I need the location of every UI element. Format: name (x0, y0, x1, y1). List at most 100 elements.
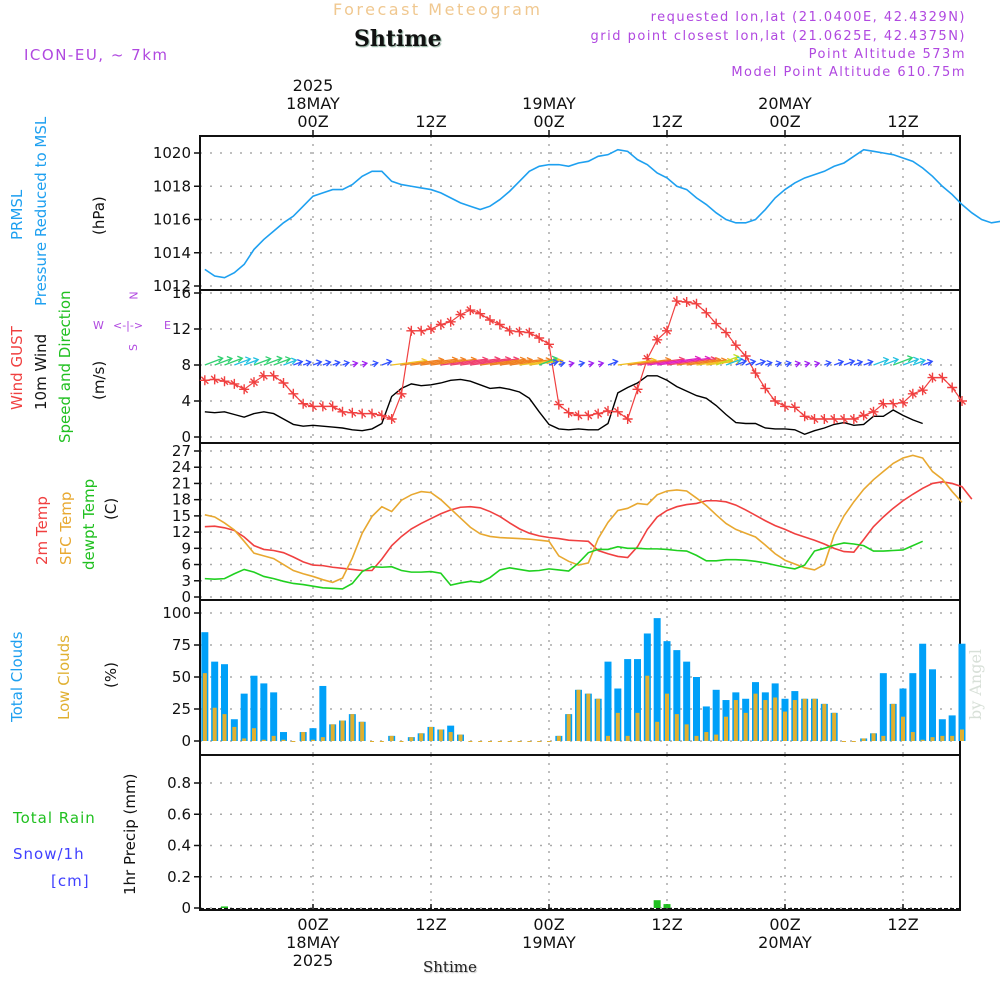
low-cloud-bar (261, 739, 266, 741)
y-tick-label: 27 (172, 442, 191, 460)
low-cloud-bar (930, 737, 935, 741)
low-cloud-bar (301, 732, 306, 741)
y-tick-label: 24 (172, 458, 191, 476)
wind-arrow-head (749, 358, 757, 366)
wind-arrow (627, 358, 671, 366)
low-cloud-bar (360, 721, 365, 741)
wind-arrow-head (814, 360, 821, 368)
low-cloud-bar (576, 689, 581, 741)
wind-arrow (293, 361, 303, 366)
low-cloud-bar (891, 703, 896, 741)
x-tick-label-top: 12Z (651, 112, 682, 131)
gust-marker (868, 406, 879, 417)
gust-marker (229, 378, 240, 389)
wind-arrow (509, 359, 551, 366)
low-cloud-bar (232, 726, 237, 741)
low-cloud-bar (429, 726, 433, 741)
gust-marker (524, 327, 535, 338)
wind-arrow (883, 358, 899, 366)
low-cloud-bar (507, 741, 512, 742)
wind-arrow (489, 359, 532, 366)
low-cloud-bar (655, 721, 660, 741)
low-cloud-bar (488, 741, 492, 742)
low-cloud-bar (389, 735, 394, 741)
low-cloud-bar (606, 735, 610, 741)
gust-marker (691, 298, 702, 309)
total-cloud-bar (319, 685, 327, 741)
x-tick-label-bottom: 20MAY (758, 933, 812, 952)
x-tick-label-bottom: 00Z (297, 915, 328, 934)
low-cloud-bar (940, 735, 945, 741)
wind-arrow-head (568, 360, 575, 368)
low-cloud-bar (950, 735, 955, 741)
gust-marker (544, 339, 554, 350)
gust-marker (888, 398, 899, 409)
gust-marker (809, 414, 820, 424)
wind-arrow-head (361, 360, 369, 368)
wind-arrow (243, 359, 259, 366)
gust-marker (347, 407, 358, 418)
wind-arrow (922, 360, 933, 366)
low-cloud-bar (743, 712, 748, 741)
gust-marker (878, 398, 889, 409)
low-cloud-bar (399, 741, 404, 742)
wind-arrow (902, 358, 919, 366)
gust-marker (485, 315, 495, 325)
x-tick-label-bottom: 18MAY (286, 933, 340, 952)
low-cloud-bar (212, 707, 217, 741)
wind-arrow-head (733, 353, 740, 361)
gust-marker (957, 396, 967, 406)
gust-marker (652, 334, 663, 345)
total-cloud-bar (702, 706, 710, 741)
temp-dewpt-line (204, 540, 923, 590)
low-cloud-bar (733, 700, 738, 741)
wind-arrow-head (785, 360, 792, 368)
low-cloud-bar (379, 741, 384, 742)
rain-bar (663, 904, 671, 908)
low-cloud-bar (222, 714, 227, 741)
x-tick-label-top: 18MAY (286, 94, 340, 113)
low-cloud-bar (556, 735, 561, 741)
model-label: ICON-EU, ~ 7km (24, 46, 169, 64)
wind-arrow (833, 361, 844, 366)
y-tick-label: 0 (181, 588, 191, 606)
low-cloud-bar (547, 741, 551, 742)
gust-marker (829, 414, 840, 424)
wind-arrow (480, 358, 526, 366)
gust-marker (770, 396, 781, 406)
wind-arrow (401, 359, 444, 366)
gust-marker (622, 414, 633, 424)
low-cloud-bar (409, 737, 414, 741)
total-cloud-bar (280, 732, 287, 741)
low-cloud-bar (665, 693, 669, 741)
y-tick-label: 1014 (153, 244, 191, 262)
gust-marker (701, 307, 712, 318)
y-tick-label: 16 (172, 284, 191, 302)
y-tick-label: 0.4 (167, 837, 191, 855)
y-tick-label: 0 (181, 732, 191, 750)
gust-marker (534, 333, 545, 343)
x-tick-label-top: 19MAY (522, 94, 576, 113)
gust-marker (583, 410, 594, 421)
wind-arrow-head (217, 355, 224, 363)
low-cloud-bar (497, 741, 502, 742)
total-rain-label: Total Rain (13, 809, 96, 827)
total-cloud-bar (958, 643, 966, 741)
gust-marker (249, 377, 259, 388)
location-title: Shtime (354, 26, 442, 52)
gust-marker (858, 410, 869, 421)
gust-marker (671, 296, 682, 307)
low-cloud-bar (586, 693, 591, 741)
compass-w: W (93, 319, 104, 332)
gust-marker (740, 351, 751, 361)
total-cloud-bar (683, 661, 691, 741)
wind-arrow (204, 357, 223, 366)
x-tick-label-top: 00Z (533, 112, 564, 131)
wind-arrow (470, 358, 519, 366)
wind-arrow (715, 355, 739, 366)
wind-arrow (725, 358, 743, 366)
gust-marker (475, 308, 486, 319)
low-cloud-bar (714, 734, 719, 741)
footer-location: Shtime (423, 958, 477, 976)
